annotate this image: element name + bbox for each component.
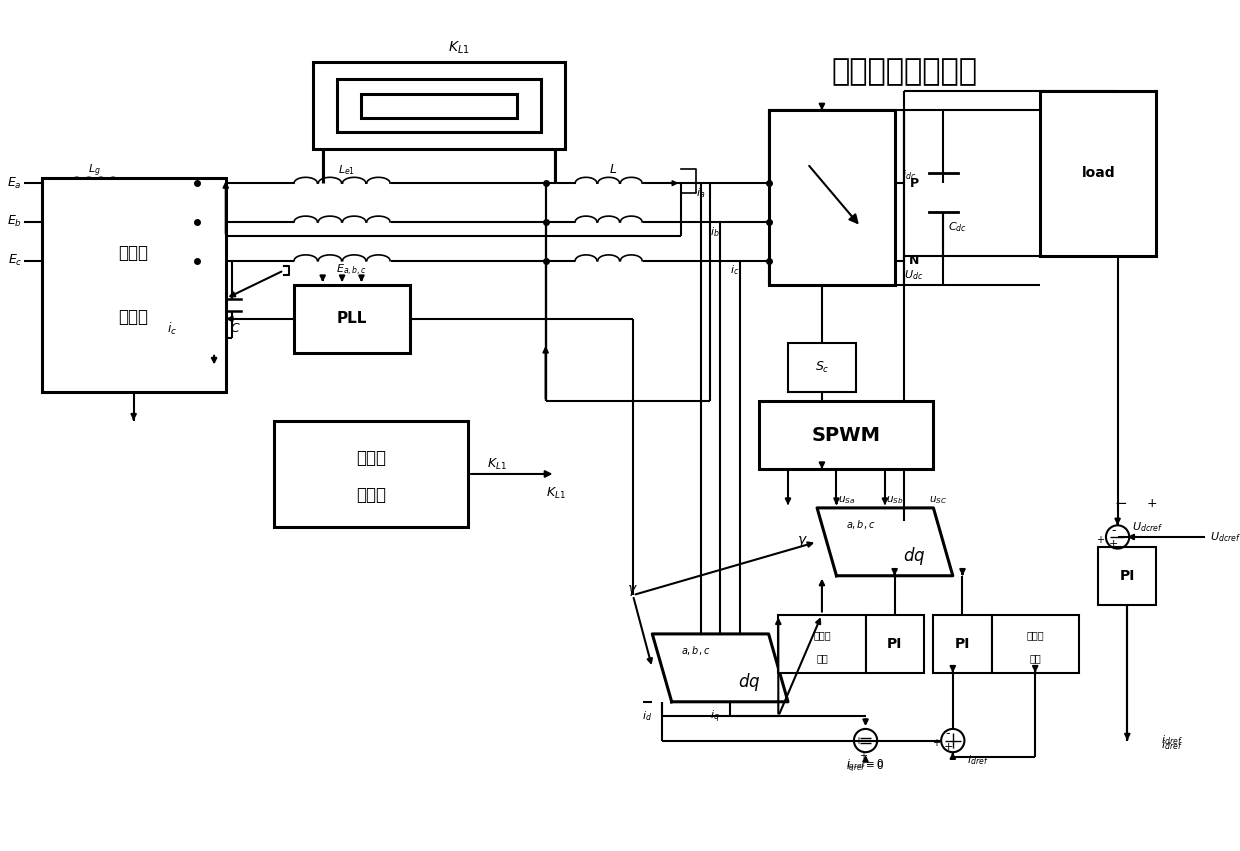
Bar (866, 614, 924, 672)
Text: $\gamma$: $\gamma$ (627, 583, 639, 597)
Text: P: P (909, 177, 919, 190)
Text: PLL: PLL (336, 311, 367, 327)
Text: $i_{qref}=0$: $i_{qref}=0$ (847, 757, 885, 772)
Text: PI: PI (955, 637, 970, 651)
Text: $K_{L1}$: $K_{L1}$ (487, 457, 507, 471)
Text: $K_{L1}$: $K_{L1}$ (546, 486, 565, 501)
Text: +: + (944, 742, 954, 752)
Text: $C_{dc}$: $C_{dc}$ (947, 220, 967, 234)
Text: $L_g$: $L_g$ (88, 163, 102, 179)
Text: $S_c$: $S_c$ (815, 360, 830, 375)
Text: $E_c$: $E_c$ (7, 253, 22, 268)
Text: +: + (1096, 535, 1104, 545)
Text: -: - (946, 728, 950, 740)
Text: $i_c$: $i_c$ (730, 264, 739, 277)
Bar (42, 179, 226, 391)
Text: $U_{dcref}$: $U_{dcref}$ (1210, 530, 1240, 544)
Bar (312, 62, 565, 149)
Text: −: − (1114, 495, 1127, 511)
Bar (779, 614, 866, 672)
Text: $i_{dc}$: $i_{dc}$ (901, 168, 916, 182)
Text: +: + (854, 735, 862, 745)
Text: load: load (1081, 167, 1115, 180)
Text: $u_{Sa}$: $u_{Sa}$ (837, 494, 854, 506)
Text: $a, b, c$: $a, b, c$ (846, 518, 875, 531)
Text: 式判断: 式判断 (119, 308, 149, 326)
Text: PI: PI (1120, 568, 1135, 583)
Text: +: + (932, 739, 940, 749)
Text: $\gamma$: $\gamma$ (797, 534, 808, 550)
Text: $i_b$: $i_b$ (711, 225, 720, 238)
Text: $i_q$: $i_q$ (711, 708, 720, 724)
Text: $u_{Sb}$: $u_{Sb}$ (885, 494, 904, 506)
Text: $C$: $C$ (231, 322, 241, 335)
Bar (992, 614, 1079, 672)
Text: 的控制: 的控制 (356, 486, 386, 505)
Bar (274, 420, 467, 528)
Text: $i_d$: $i_d$ (642, 710, 652, 723)
Text: $a, b, c$: $a, b, c$ (681, 644, 711, 657)
Text: 制器: 制器 (1029, 654, 1042, 663)
Text: 重复控: 重复控 (813, 630, 831, 640)
Text: $E_b$: $E_b$ (7, 214, 22, 230)
Text: 开关频率提高一倍: 开关频率提高一倍 (831, 57, 977, 86)
Bar (1040, 91, 1157, 256)
Text: $dq$: $dq$ (903, 545, 925, 568)
Text: $E_{a,b,c}$: $E_{a,b,c}$ (336, 263, 367, 278)
Text: $i_{dref}$: $i_{dref}$ (1161, 739, 1183, 752)
Text: 重复控: 重复控 (1027, 630, 1044, 640)
Text: PI: PI (887, 637, 903, 651)
Text: $dq$: $dq$ (738, 671, 760, 694)
Text: +: + (858, 751, 867, 761)
Text: $U_{dcref}$: $U_{dcref}$ (1132, 521, 1163, 534)
Bar (361, 94, 517, 118)
Text: $i_{dref}$: $i_{dref}$ (967, 753, 990, 767)
Text: $K_{L1}$: $K_{L1}$ (448, 39, 469, 55)
Bar (1099, 546, 1157, 605)
Text: 工作模: 工作模 (119, 244, 149, 262)
Text: $U_{dc}$: $U_{dc}$ (904, 268, 924, 283)
Text: $i_{qref}=0$: $i_{qref}=0$ (847, 760, 885, 774)
Text: $u_{SC}$: $u_{SC}$ (929, 494, 947, 506)
Bar (787, 343, 856, 391)
Text: $i_{dref}$: $i_{dref}$ (1161, 734, 1183, 747)
Text: +: + (1146, 496, 1157, 510)
Bar (934, 614, 992, 672)
Text: $i_c$: $i_c$ (167, 321, 177, 337)
Text: 制器: 制器 (816, 654, 828, 663)
Bar (294, 285, 410, 353)
Text: $i_a$: $i_a$ (696, 186, 706, 200)
Text: 继电器: 继电器 (356, 449, 386, 467)
Text: +: + (1109, 539, 1118, 549)
Bar (769, 111, 894, 285)
Text: -: - (1111, 523, 1116, 537)
Bar (759, 402, 934, 469)
Text: N: N (909, 254, 919, 267)
Text: $E_a$: $E_a$ (7, 175, 22, 191)
Text: $L_{e1}$: $L_{e1}$ (339, 163, 356, 178)
Text: $L$: $L$ (609, 163, 618, 176)
Bar (337, 79, 541, 132)
Text: SPWM: SPWM (812, 426, 880, 445)
